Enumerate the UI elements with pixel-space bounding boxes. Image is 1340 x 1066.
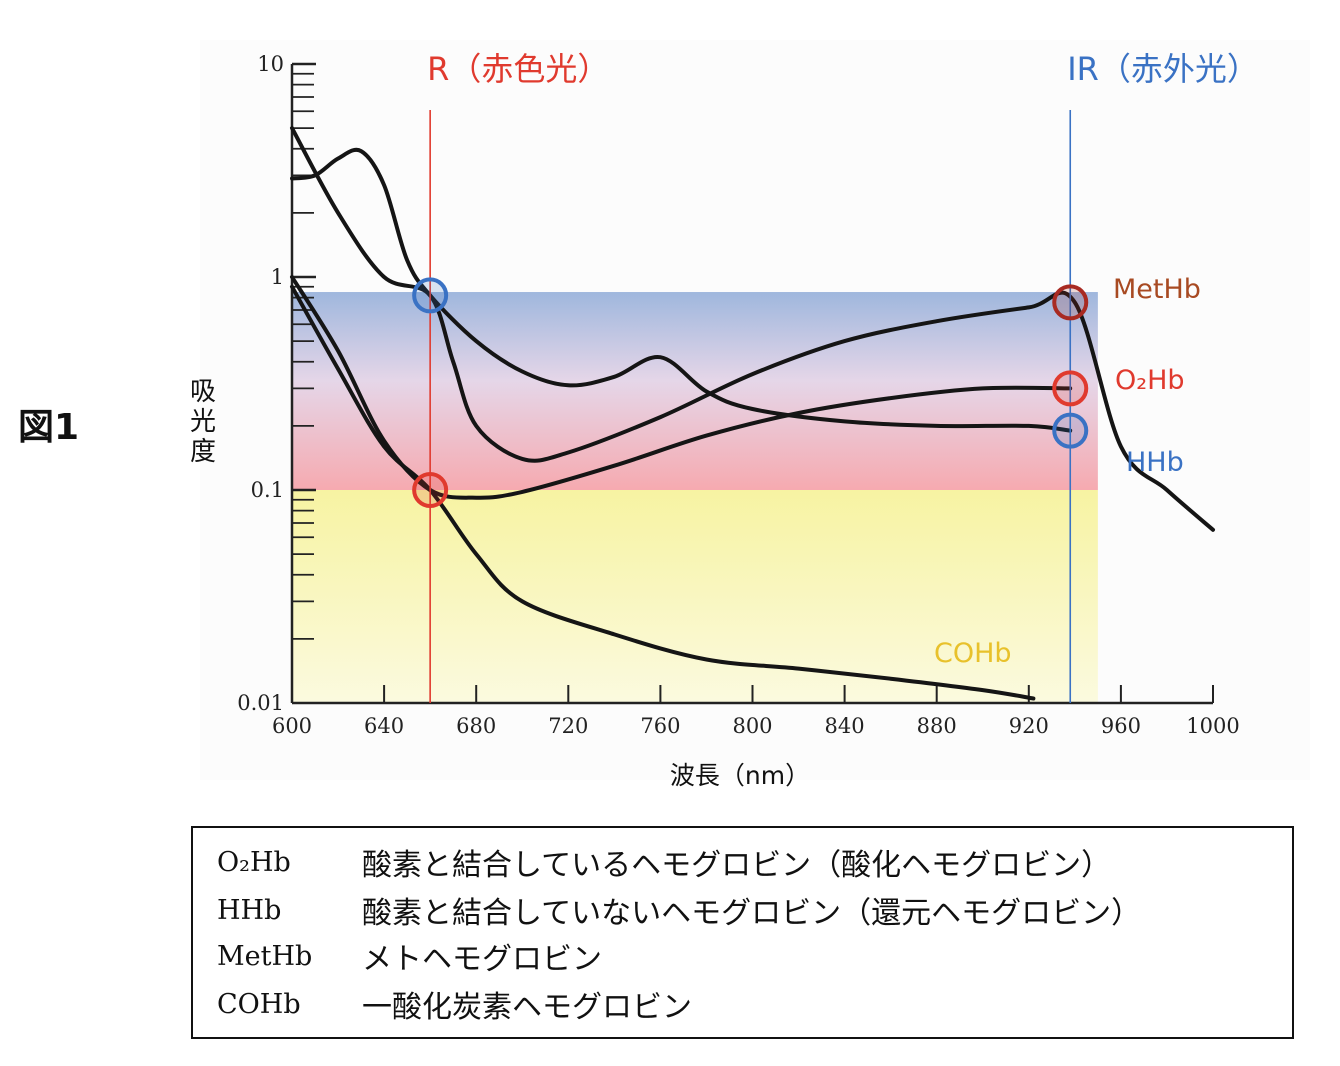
axes: 600 640 680 720 760 800 840 880 920 960 1000 10 1 0.1… [190,52,1240,790]
series-line-o2hb [290,275,1073,500]
x-tick-label: 600 [272,714,312,738]
legend-box: O₂Hb 酸素と結合しているヘモグロビン（酸化ヘモグロビン） HHb 酸素と結合… [191,826,1294,1039]
marker-hhb [1052,412,1089,449]
legend-row-methb: MetHb メトヘモグロビン [217,934,602,978]
legend-abbr: MetHb [217,940,313,972]
absorbance-chart: 600 640 680 720 760 800 840 880 920 960 1000 10 1 0.1… [189,50,1259,790]
x-tick-label: 960 [1101,714,1141,738]
legend-abbr: O₂Hb [217,846,291,878]
marker-o2hb [1052,370,1089,407]
series-label: COHb [934,638,1012,669]
markers [412,277,1089,508]
legend-row-cohb: COHb 一酸化炭素ヘモグロビン [217,982,692,1026]
legend-row-o2hb: O₂Hb 酸素と結合しているヘモグロビン（酸化ヘモグロビン） [217,840,1111,884]
series-line-hhb [290,126,1215,532]
absorbance-band-lower [292,490,1098,703]
x-tick-label: 840 [825,714,865,738]
series-label: HHb [1126,447,1184,478]
x-tick-label: 680 [456,714,496,738]
legend-row-hhb: HHb 酸素と結合していないヘモグロビン（還元ヘモグロビン） [217,888,1141,932]
legend-abbr: COHb [217,988,301,1020]
x-axis-title: 波長（nm） [670,761,810,790]
legend-abbr: HHb [217,894,282,926]
y-tick-label: 1 [271,265,284,289]
figure-label: 図1 [18,407,80,448]
x-tick-label: 880 [917,714,957,738]
reference-line-label: IR（赤外光） [1067,50,1259,88]
y-tick-label: 0.01 [237,691,284,715]
series-lines [290,126,1215,701]
legend-desc: メトヘモグロビン [362,942,602,977]
y-tick-label: 10 [257,52,284,76]
labels: MetHb O₂Hb HHb COHb [934,274,1201,669]
y-axis-title: 吸光度 [190,377,216,467]
series-label: MetHb [1113,274,1201,305]
marker-methb [412,277,449,314]
x-tick-label: 800 [732,714,772,738]
series-line-cohb [290,284,1036,701]
series-line-methb [290,147,1073,433]
y-tick-label: 0.1 [251,478,284,502]
legend-desc: 一酸化炭素ヘモグロビン [362,990,692,1025]
x-tick-label: 720 [548,714,588,738]
absorbance-band-upper [292,292,1098,490]
marker-methb [1052,284,1089,321]
x-tick-label: 760 [640,714,680,738]
series-label: O₂Hb [1115,365,1185,396]
reference-lines: R（赤色光） IR（赤外光） [427,50,1259,703]
x-tick-label: 920 [1009,714,1049,738]
marker-o2hb [412,472,449,508]
legend-desc: 酸素と結合しているヘモグロビン（酸化ヘモグロビン） [362,848,1112,883]
x-tick-label: 640 [364,714,404,738]
legend-desc: 酸素と結合していないヘモグロビン（還元ヘモグロビン） [362,896,1142,931]
reference-line-label: R（赤色光） [427,50,609,88]
x-tick-label: 1000 [1186,714,1239,738]
